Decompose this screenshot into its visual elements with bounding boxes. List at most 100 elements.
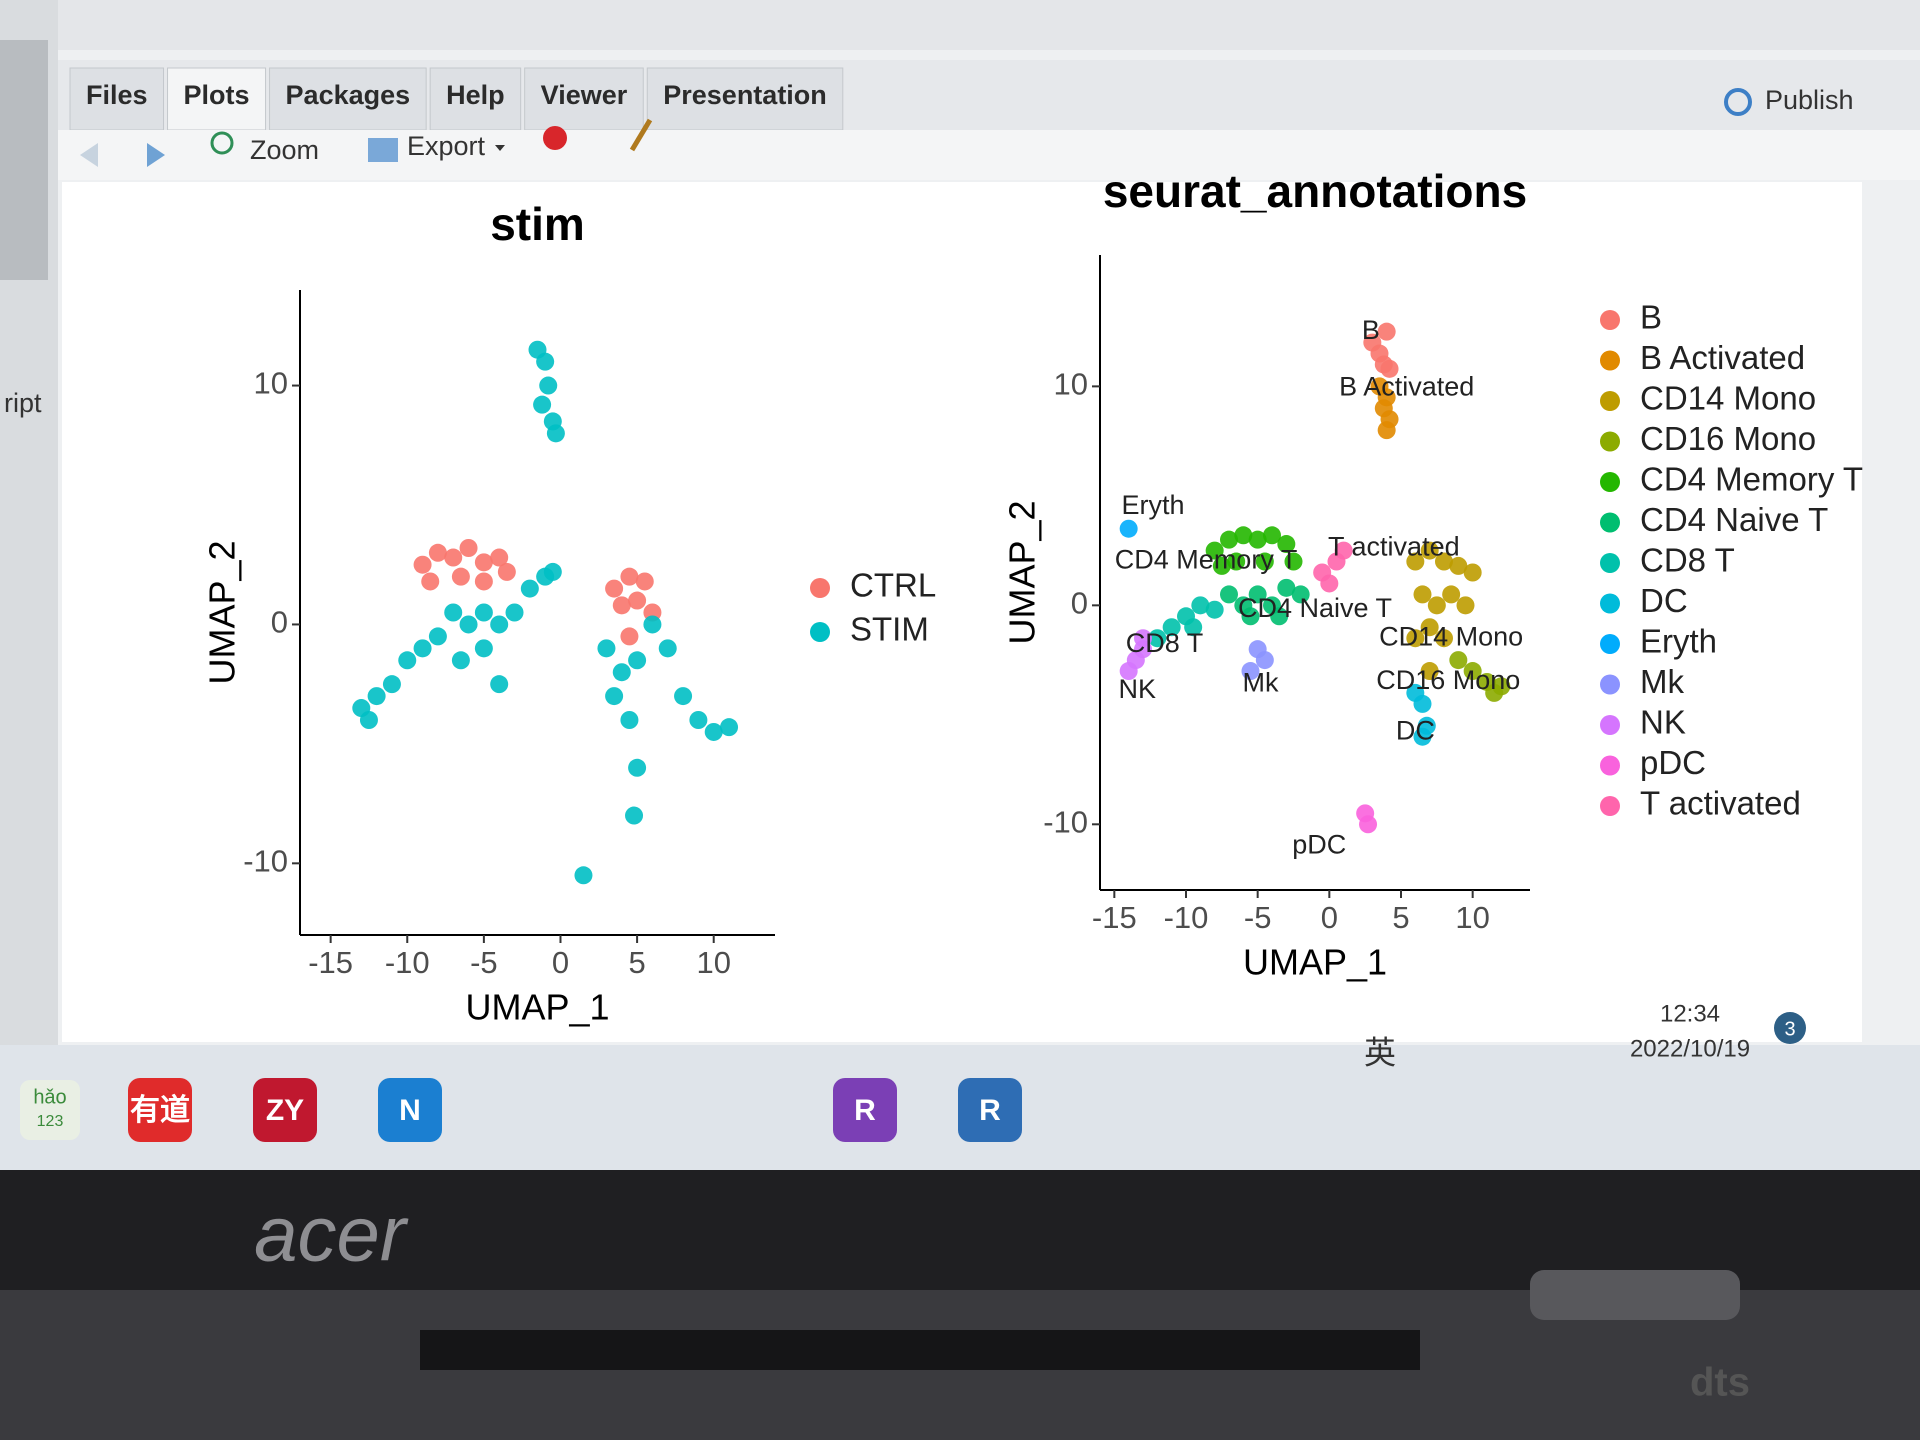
point: [444, 603, 463, 622]
legend-label: CD14 Mono: [1640, 380, 1816, 417]
point: [1255, 651, 1274, 670]
point: [1220, 585, 1238, 604]
tab-label[interactable]: Presentation: [663, 80, 827, 110]
point: [1420, 618, 1439, 637]
legend-label: B Activated: [1640, 339, 1805, 376]
point: [474, 603, 493, 622]
taskbar-icon-label[interactable]: 123: [37, 1113, 64, 1130]
x-tick-label: -15: [1092, 900, 1137, 935]
clear-plots[interactable]: [629, 118, 653, 152]
point: [1277, 535, 1296, 554]
x-axis-label: UMAP_1: [1243, 942, 1387, 983]
tab-label[interactable]: Files: [86, 80, 148, 110]
point: [620, 567, 639, 586]
point: [1270, 607, 1289, 626]
tab[interactable]: [646, 67, 844, 131]
point: [620, 627, 639, 646]
taskbar-icon-label[interactable]: N: [399, 1094, 421, 1127]
point: [533, 395, 552, 414]
legend-marker: [1600, 593, 1620, 614]
tab-label[interactable]: Viewer: [541, 80, 628, 110]
x-tick-label: -15: [308, 945, 353, 980]
x-tick-label: 5: [628, 945, 645, 980]
legend-label: NK: [1640, 704, 1686, 741]
point: [474, 572, 493, 591]
taskbar-icon-label[interactable]: R: [854, 1094, 876, 1127]
legend-label: Eryth: [1640, 623, 1717, 660]
point: [536, 352, 555, 371]
publish-button[interactable]: Publish: [1765, 85, 1854, 115]
legend-label: CTRL: [850, 567, 936, 604]
top-strip: [0, 0, 1920, 50]
taskbar-icon-label[interactable]: hǎo: [33, 1086, 66, 1108]
tab[interactable]: [69, 67, 165, 131]
point: [1134, 640, 1152, 659]
taskbar-icon[interactable]: [958, 1078, 1022, 1142]
point: [628, 758, 647, 777]
hinge: [1530, 1270, 1740, 1320]
point: [428, 627, 447, 646]
taskbar-icon[interactable]: [128, 1078, 192, 1142]
legend-label: CD4 Naive T: [1640, 501, 1828, 538]
point: [574, 866, 593, 885]
point: [704, 722, 723, 741]
y-tick-label: -10: [1043, 804, 1088, 839]
ime-indicator[interactable]: 英: [1364, 1034, 1396, 1070]
notification-count[interactable]: 3: [1784, 1018, 1795, 1040]
point: [1205, 541, 1224, 560]
taskbar-icon-label[interactable]: ZY: [266, 1094, 304, 1127]
export-icon[interactable]: [368, 138, 398, 162]
point: [1413, 585, 1432, 604]
zoom-icon[interactable]: [210, 131, 234, 155]
point: [497, 562, 516, 581]
vent: [420, 1330, 1420, 1370]
taskbar-icon[interactable]: [833, 1078, 897, 1142]
export-button[interactable]: Export: [407, 131, 486, 161]
x-tick-label: 5: [1392, 900, 1409, 935]
tab-label[interactable]: Plots: [184, 80, 250, 110]
publish-icon[interactable]: [1724, 88, 1752, 116]
audio-logo: dts: [1690, 1361, 1750, 1405]
point: [620, 711, 639, 729]
point: [1463, 662, 1482, 681]
point: [1148, 629, 1167, 648]
brand-logo: acer: [254, 1190, 409, 1278]
point: [1406, 552, 1425, 571]
x-tick-label: 0: [552, 945, 569, 980]
point: [1435, 552, 1453, 571]
tab-label[interactable]: Help: [446, 80, 505, 110]
notification-badge[interactable]: [1774, 1012, 1806, 1044]
legend-label: CD16 Mono: [1640, 420, 1816, 457]
x-tick-label: 0: [1321, 900, 1338, 935]
cluster-label: T activated: [1328, 532, 1460, 562]
tabs: Files Plots Packages Help Viewer Presentation: [69, 67, 844, 131]
point: [612, 596, 631, 615]
point: [674, 687, 693, 706]
point: [1241, 607, 1260, 626]
point: [459, 539, 478, 557]
taskbar-icon-label[interactable]: R: [979, 1094, 1001, 1127]
point: [352, 699, 371, 718]
point: [1220, 530, 1238, 549]
sidebar-label: ript: [4, 388, 42, 418]
point: [413, 639, 432, 658]
taskbar-icon[interactable]: [378, 1078, 442, 1142]
point: [459, 615, 478, 634]
legend-marker: [1600, 715, 1620, 735]
cluster-label: DC: [1396, 715, 1435, 745]
point: [635, 572, 654, 591]
clock-date: 2022/10/19: [1630, 1035, 1750, 1062]
zoom-button[interactable]: Zoom: [250, 135, 319, 165]
point: [1420, 662, 1439, 681]
cluster-label: Eryth: [1122, 490, 1185, 520]
taskbar-icon[interactable]: [253, 1078, 317, 1142]
taskbar-icon[interactable]: [20, 1080, 80, 1140]
point: [413, 555, 432, 574]
tab-label[interactable]: Packages: [286, 80, 411, 110]
taskbar-icon-label[interactable]: 有道: [130, 1094, 190, 1127]
cluster-label: CD14 Mono: [1379, 621, 1523, 651]
back-arrow: [80, 143, 98, 167]
point: [628, 651, 647, 670]
remove-plot[interactable]: [543, 126, 567, 150]
